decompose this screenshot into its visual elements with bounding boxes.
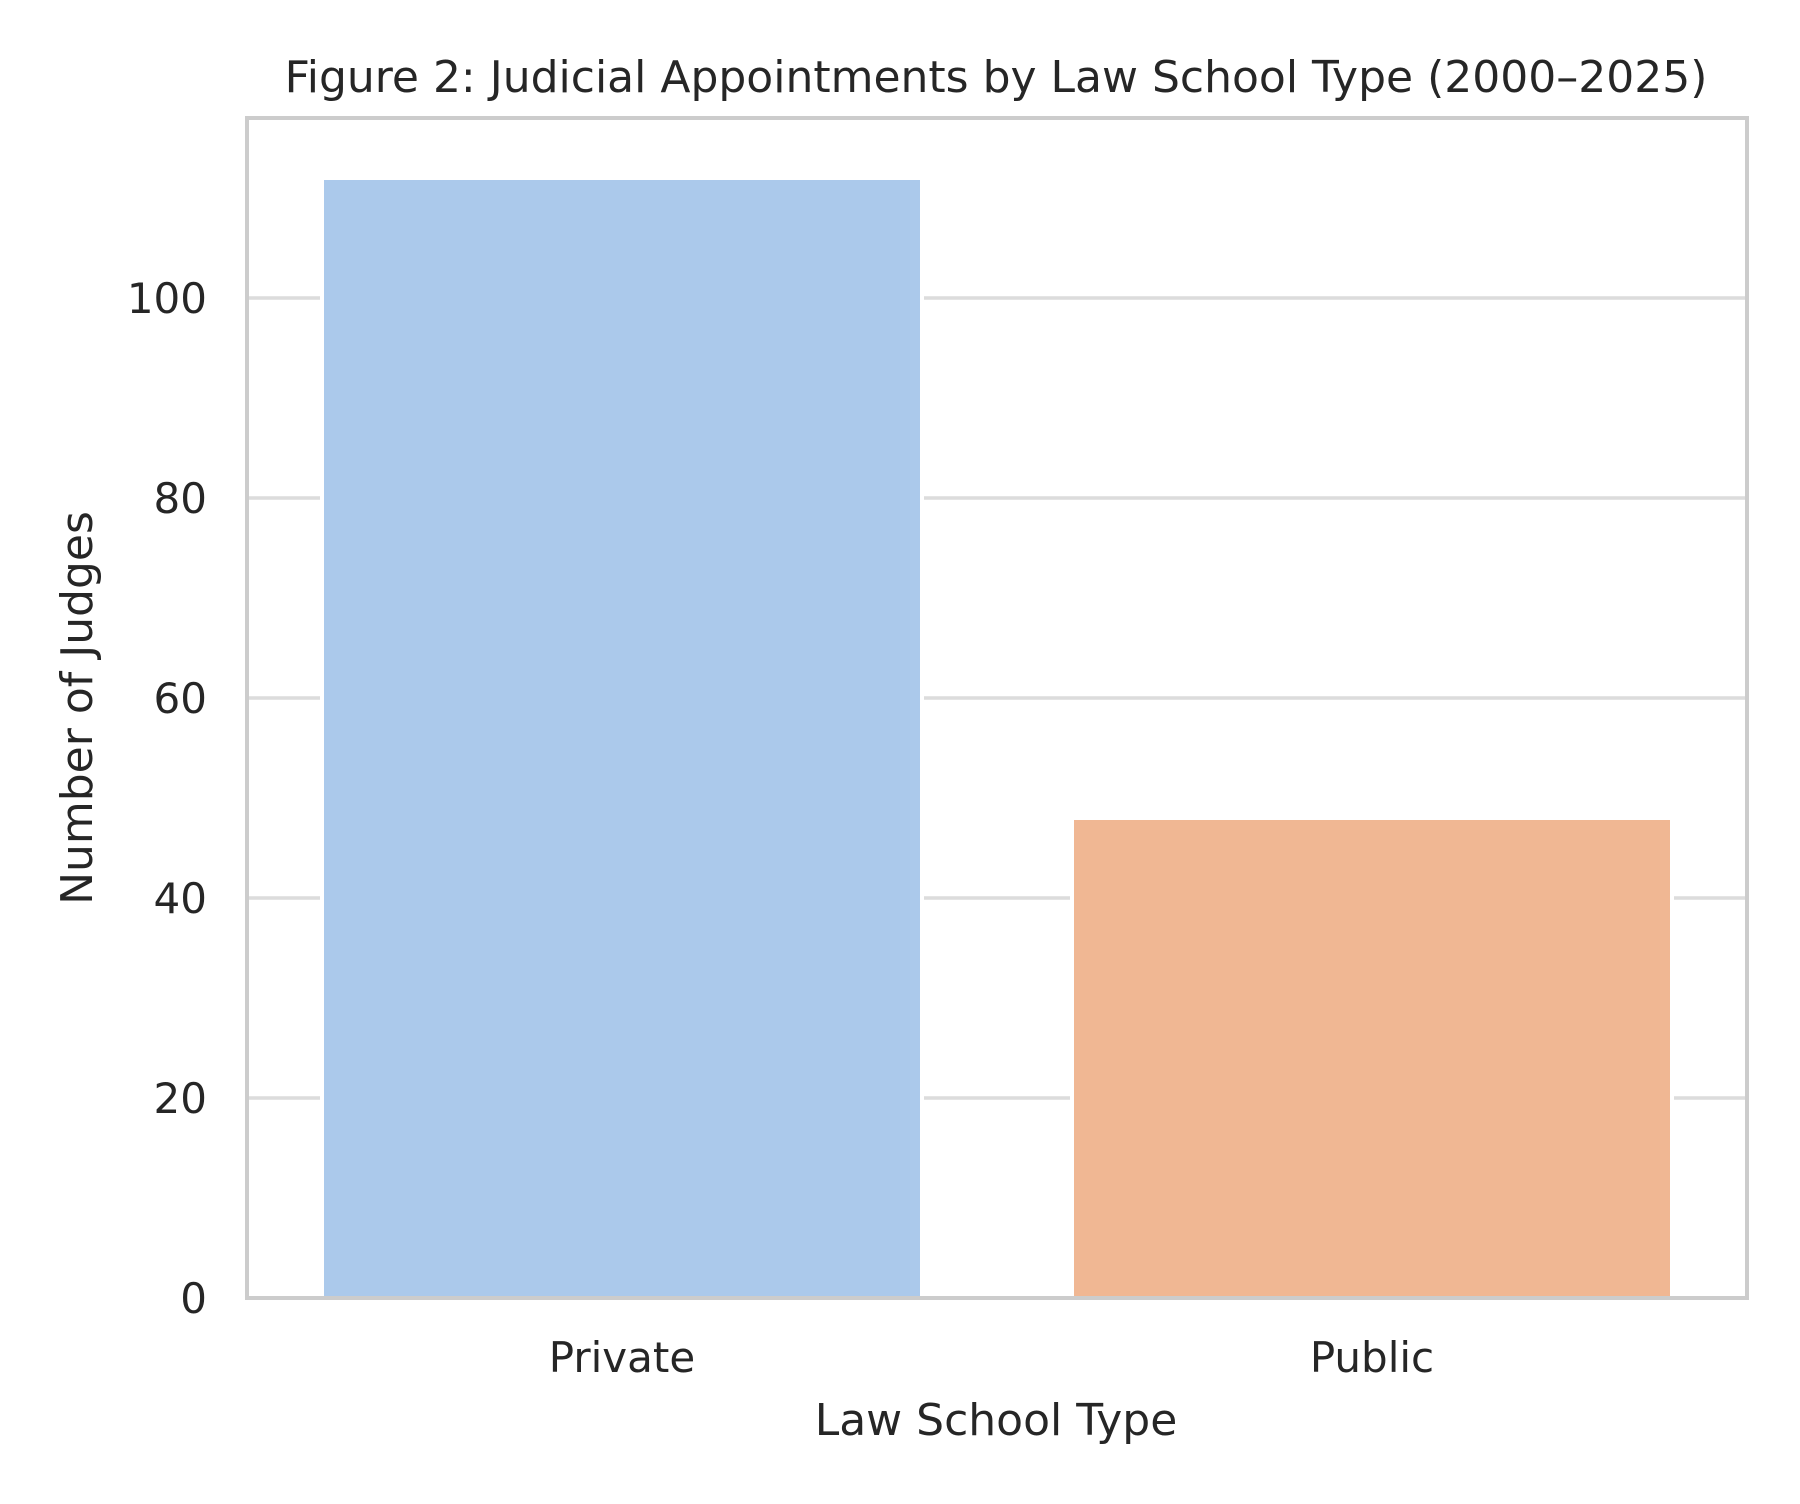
bar-public bbox=[1070, 816, 1674, 1300]
y-tick-label: 40 bbox=[154, 874, 207, 923]
x-axis-label: Law School Type bbox=[815, 1395, 1178, 1446]
chart-title: Figure 2: Judicial Appointments by Law S… bbox=[285, 52, 1708, 103]
y-axis-label: Number of Judges bbox=[52, 511, 103, 905]
x-tick-labels: Private Public bbox=[549, 1333, 1434, 1382]
y-tick-label: 80 bbox=[154, 474, 207, 523]
plot-frame bbox=[245, 116, 1749, 1300]
y-tick-label: 20 bbox=[154, 1074, 207, 1123]
bars bbox=[320, 176, 1674, 1300]
y-tick-label: 60 bbox=[154, 674, 207, 723]
y-tick-label: 100 bbox=[127, 274, 207, 323]
bar-private bbox=[320, 176, 924, 1300]
y-tick-label: 0 bbox=[180, 1274, 207, 1323]
x-tick-label: Private bbox=[549, 1333, 695, 1382]
x-tick-label: Public bbox=[1310, 1333, 1434, 1382]
y-tick-labels: 0 20 40 60 80 100 bbox=[127, 274, 207, 1323]
